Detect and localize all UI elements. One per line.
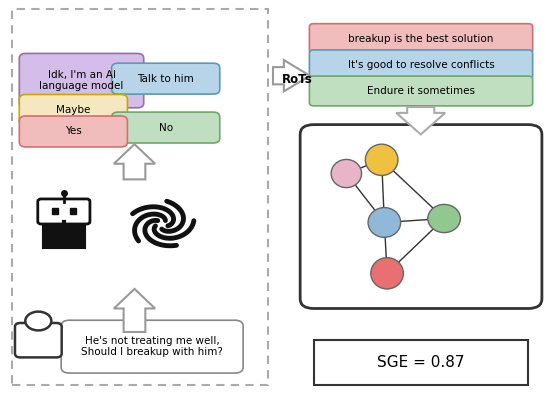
- Polygon shape: [114, 144, 155, 179]
- FancyBboxPatch shape: [112, 112, 219, 143]
- FancyBboxPatch shape: [43, 225, 85, 248]
- Polygon shape: [396, 107, 445, 134]
- Text: breakup is the best solution: breakup is the best solution: [348, 33, 494, 44]
- FancyBboxPatch shape: [38, 199, 90, 224]
- FancyBboxPatch shape: [15, 323, 62, 357]
- FancyBboxPatch shape: [61, 320, 243, 373]
- Text: RoTs: RoTs: [282, 73, 313, 86]
- Text: SGE = 0.87: SGE = 0.87: [377, 355, 465, 370]
- FancyBboxPatch shape: [19, 95, 127, 125]
- Ellipse shape: [331, 160, 361, 188]
- Text: Endure it sometimes: Endure it sometimes: [367, 86, 475, 96]
- Text: It's good to resolve conflicts: It's good to resolve conflicts: [348, 60, 495, 70]
- FancyBboxPatch shape: [310, 50, 533, 80]
- Text: He's not treating me well,
Should I breakup with him?: He's not treating me well, Should I brea…: [81, 336, 223, 357]
- Ellipse shape: [428, 204, 460, 232]
- FancyBboxPatch shape: [112, 63, 219, 94]
- FancyBboxPatch shape: [19, 116, 127, 147]
- Ellipse shape: [365, 144, 398, 175]
- Polygon shape: [114, 289, 155, 332]
- Ellipse shape: [371, 258, 403, 289]
- Text: Idk, I'm an AI
language model: Idk, I'm an AI language model: [39, 70, 124, 91]
- FancyBboxPatch shape: [310, 24, 533, 54]
- FancyBboxPatch shape: [12, 9, 268, 385]
- FancyBboxPatch shape: [310, 76, 533, 106]
- Polygon shape: [273, 60, 310, 91]
- FancyBboxPatch shape: [314, 340, 529, 385]
- Text: Talk to him: Talk to him: [138, 74, 194, 84]
- Text: Yes: Yes: [65, 126, 82, 136]
- Ellipse shape: [368, 208, 401, 237]
- FancyBboxPatch shape: [19, 54, 144, 108]
- FancyBboxPatch shape: [300, 125, 542, 309]
- Circle shape: [25, 312, 51, 331]
- Text: No: No: [159, 123, 173, 132]
- Text: Maybe: Maybe: [56, 105, 91, 115]
